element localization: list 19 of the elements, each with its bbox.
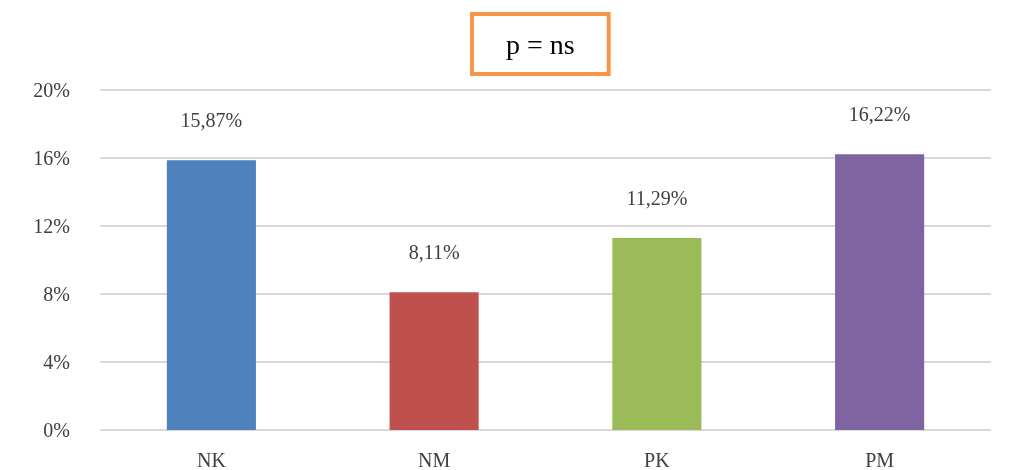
y-tick-label: 20% bbox=[33, 79, 70, 101]
bar bbox=[389, 292, 479, 430]
y-tick-label: 16% bbox=[33, 147, 70, 169]
y-tick-label: 0% bbox=[43, 419, 70, 441]
data-label: 15,87% bbox=[180, 109, 243, 132]
data-label: 11,29% bbox=[626, 187, 688, 210]
y-tick-label: 4% bbox=[43, 351, 70, 373]
x-tick-label: PK bbox=[644, 449, 671, 470]
x-tick-label: NK bbox=[196, 449, 227, 470]
bar bbox=[612, 238, 702, 430]
y-tick-label: 12% bbox=[33, 215, 70, 237]
data-label: 16,22% bbox=[848, 103, 911, 126]
text: p = ns bbox=[506, 28, 575, 60]
data-label: 8,11% bbox=[408, 241, 460, 264]
x-tick-label: PM bbox=[865, 449, 895, 470]
bar bbox=[835, 154, 925, 430]
y-tick-label: 8% bbox=[43, 283, 70, 305]
bar bbox=[166, 160, 256, 430]
x-tick-label: NM bbox=[418, 449, 451, 470]
